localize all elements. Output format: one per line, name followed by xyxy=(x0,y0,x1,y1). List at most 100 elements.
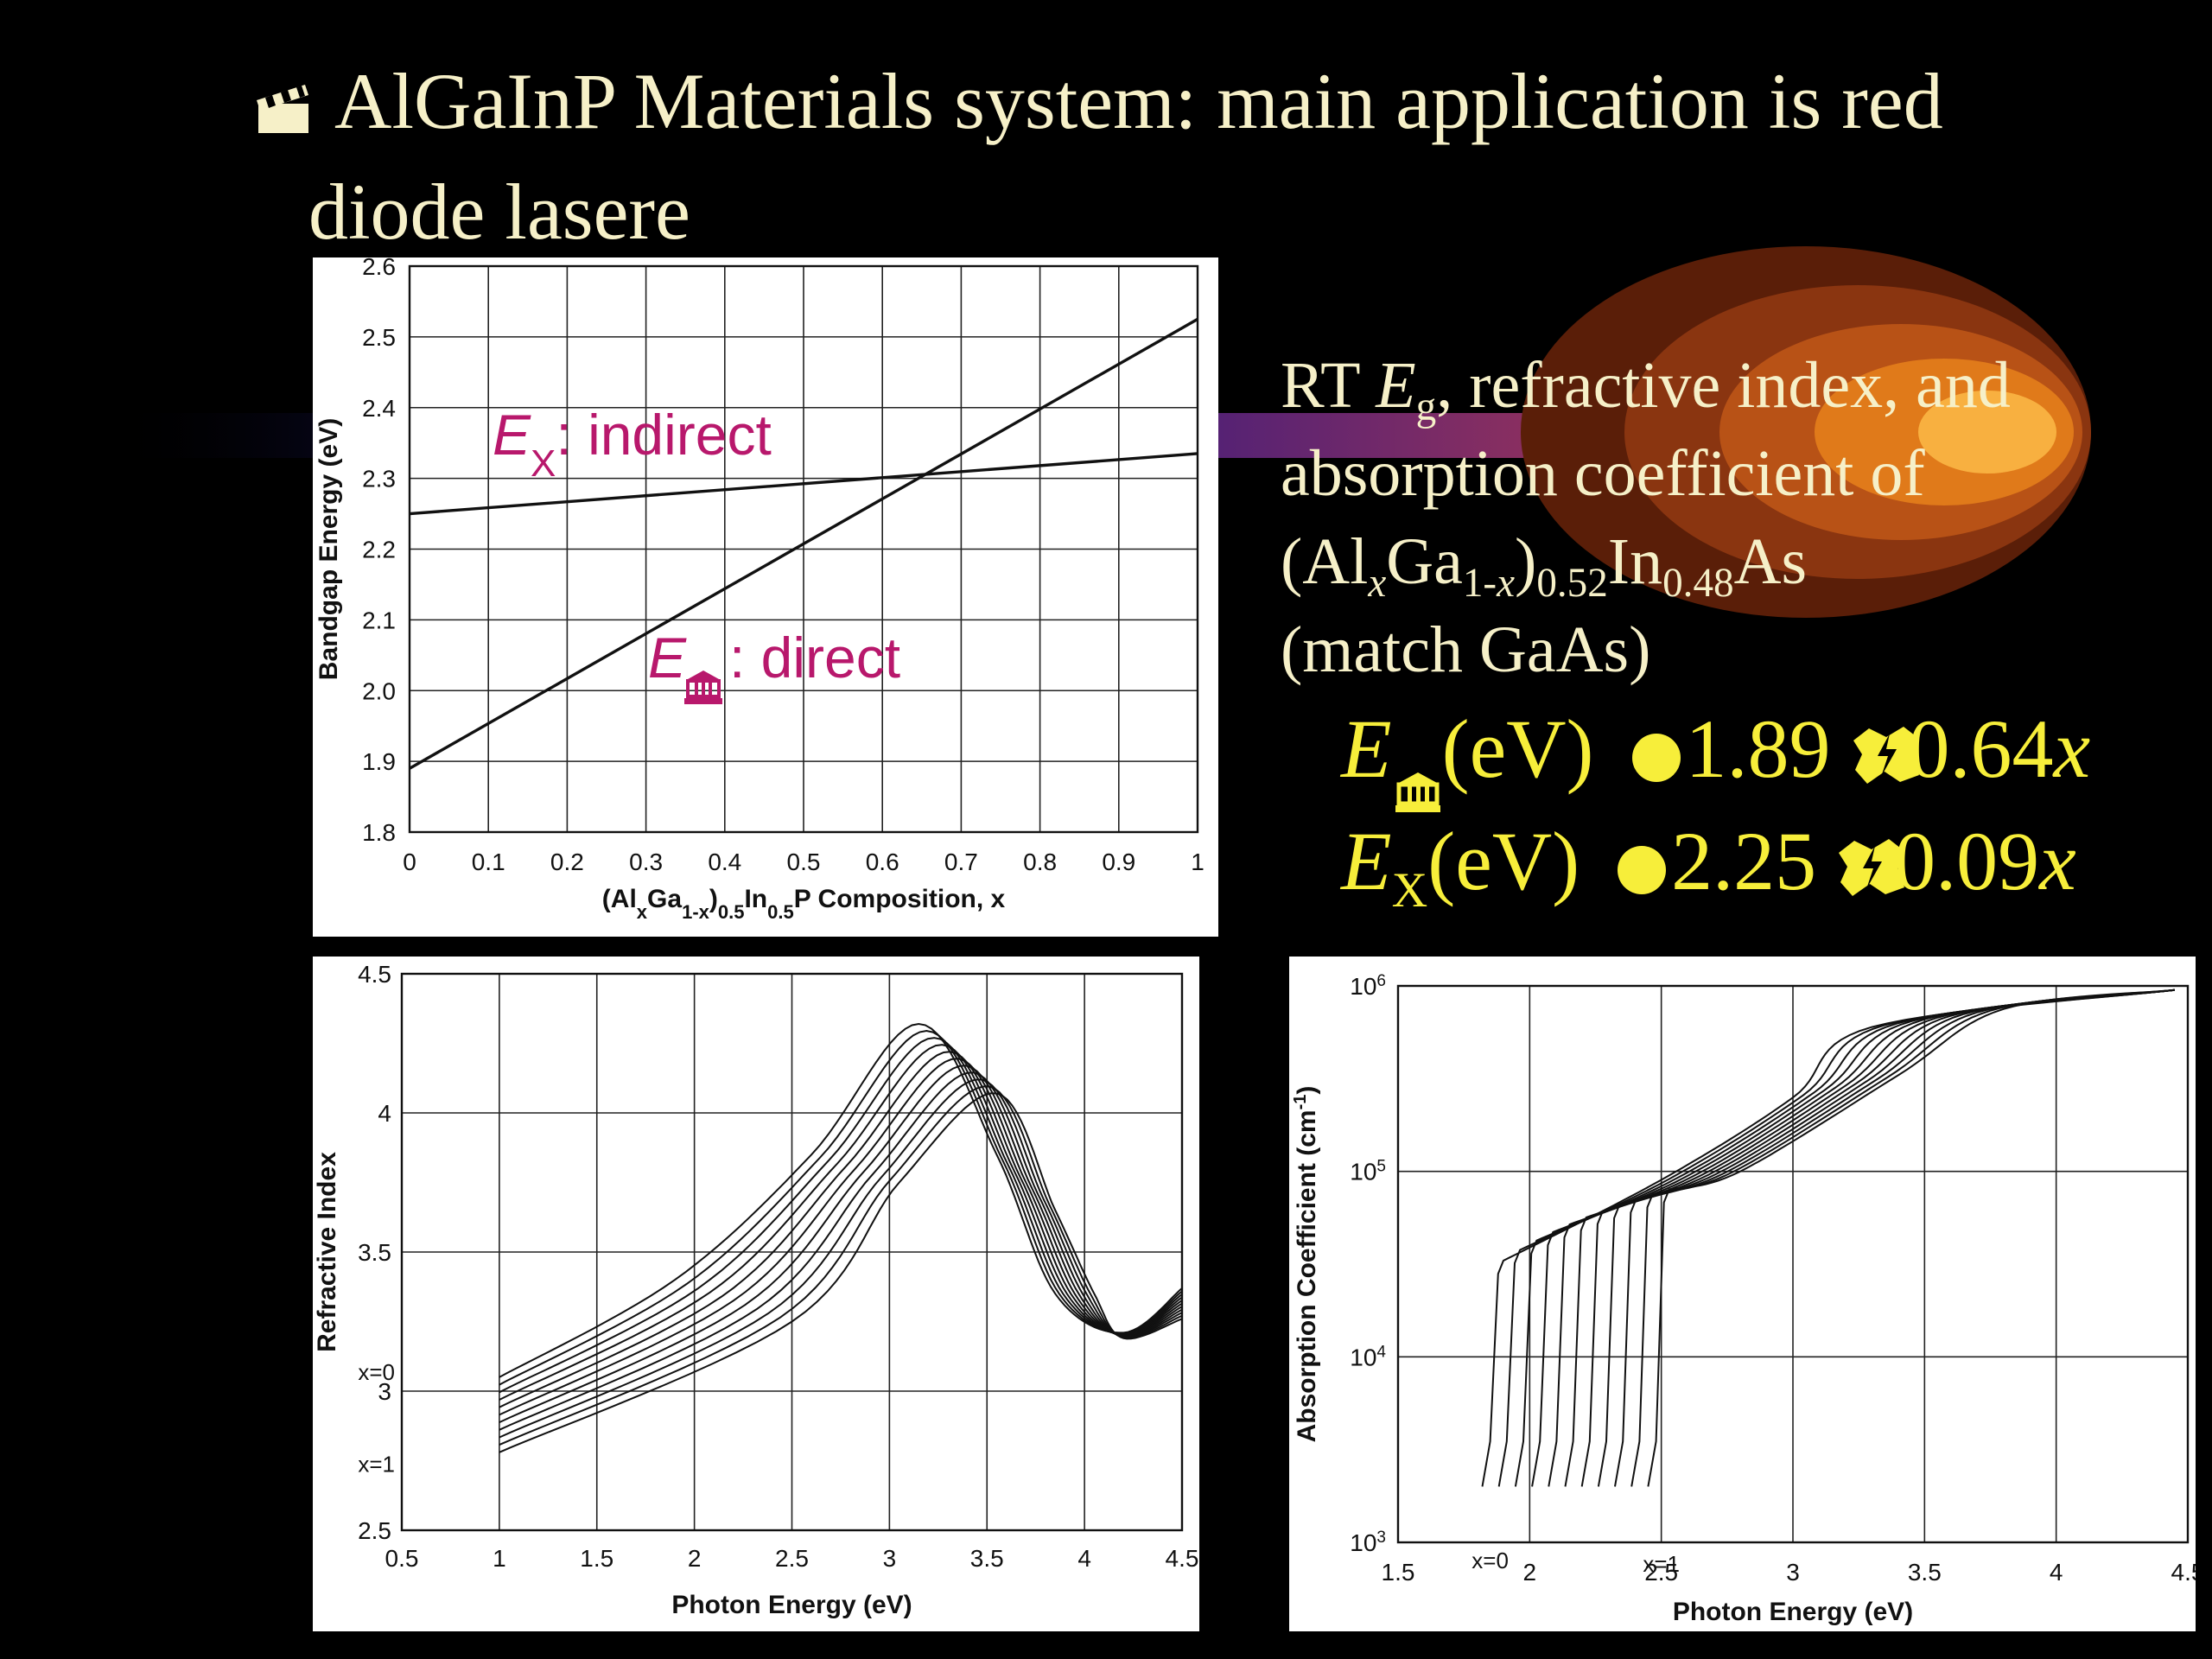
desc-rt: RT xyxy=(1281,349,1376,422)
y-axis-label: Absorption Coefficient (cm-1) xyxy=(1291,1086,1321,1443)
x-tick-label: 1.5 xyxy=(1382,1559,1415,1586)
absorption-curve xyxy=(1580,988,2175,1487)
absorption-curve xyxy=(1647,988,2175,1487)
x-tick-label: 2.5 xyxy=(775,1545,809,1572)
x-tick-label: 0.6 xyxy=(866,849,899,875)
y-tick-label: 2.0 xyxy=(362,677,396,704)
curve-label-top: x=0 xyxy=(358,1359,395,1385)
approx-dot-icon xyxy=(1618,845,1667,894)
y-tick-label: 2.1 xyxy=(362,607,396,633)
refractive-index-curve xyxy=(499,1029,1183,1386)
desc-paren: ) xyxy=(1515,525,1537,598)
eq2-e: E xyxy=(1341,815,1392,907)
y-tick-label: 105 xyxy=(1350,1157,1386,1185)
desc-x2-sub: x xyxy=(1497,561,1516,607)
plot-frame xyxy=(408,264,1199,834)
desc-x-sub: x xyxy=(1368,561,1387,607)
curve-label-right: x=1 xyxy=(1643,1551,1680,1577)
refractive-index-chart-panel: 0.5 1 1.5 2 2.5 3 3.5 4 4.5 2.5 3 3.5 4 4.5 x=0 x=1 Phot… xyxy=(313,957,1199,1631)
absorption-curve xyxy=(1597,988,2175,1487)
x-tick-label: 4.5 xyxy=(1166,1545,1199,1572)
clapperboard-icon xyxy=(255,59,312,161)
desc-in: In xyxy=(1607,525,1663,598)
x-tick-label: 1 xyxy=(493,1545,506,1572)
y-tick-label: 2.3 xyxy=(362,466,396,493)
x-tick-label: 4 xyxy=(2050,1559,2063,1586)
absorption-curve xyxy=(1630,988,2175,1487)
x-tick-label: 3.5 xyxy=(970,1545,1004,1572)
x-tick-label: 0.2 xyxy=(550,849,584,875)
desc-e: E xyxy=(1376,349,1416,422)
desc-g-sub: g xyxy=(1415,385,1437,430)
x-tick-label: 1 xyxy=(1191,849,1205,875)
x-tick-label: 1.5 xyxy=(580,1545,613,1572)
x-tick-label: 0.8 xyxy=(1023,849,1057,875)
slide-title: AlGaInP Materials system: main applicati… xyxy=(255,50,2156,263)
refractive-index-curve xyxy=(499,1044,1183,1401)
x-tick-label: 4.5 xyxy=(2171,1559,2196,1586)
description-text: RT Eg, refractive index, and absorption … xyxy=(1281,341,2188,694)
eq2-sub: X xyxy=(1391,863,1428,918)
y-tick-label: 3.5 xyxy=(358,1239,391,1266)
curve-label-left: x=0 xyxy=(1471,1548,1509,1573)
y-tick-label: 2.6 xyxy=(362,257,396,280)
y-tick-label: 1.9 xyxy=(362,748,396,775)
desc-052-sub: 0.52 xyxy=(1536,561,1608,607)
x-tick-label: 3 xyxy=(1786,1559,1800,1586)
eq1-c1: 0.64 xyxy=(1908,702,2054,795)
eq2-c0: 2.25 xyxy=(1671,815,1817,907)
plot-frame xyxy=(1396,984,2190,1544)
y-tick-label: 2.5 xyxy=(358,1517,391,1544)
equation-direct: E (eV) 1.89 0.64x xyxy=(1341,702,2090,834)
eq2-unit: (eV) xyxy=(1427,815,1580,907)
curve-label-bottom: x=1 xyxy=(358,1451,395,1477)
refractive-index-curve xyxy=(499,1092,1183,1453)
description-line-4: (match GaAs) xyxy=(1281,613,1651,686)
y-tick-label: 106 xyxy=(1350,972,1386,1001)
y-tick-label: 104 xyxy=(1350,1343,1386,1371)
eq2-x: x xyxy=(2039,815,2076,907)
y-tick-label: 1.8 xyxy=(362,819,396,846)
desc-as: As xyxy=(1733,525,1808,598)
x-tick-label: 4 xyxy=(1077,1545,1091,1572)
refractive-index-curve xyxy=(499,1071,1183,1431)
refractive-index-curve xyxy=(499,1037,1183,1394)
refractive-index-chart: 0.5 1 1.5 2 2.5 3 3.5 4 4.5 2.5 3 3.5 4 4.5 x=0 x=1 Phot… xyxy=(313,961,1199,1619)
garbled-glyph-icon xyxy=(1394,739,1442,834)
x-tick-label: 2 xyxy=(1523,1559,1537,1586)
y-tick-label: 2.2 xyxy=(362,537,396,563)
y-axis-label: Bandgap Energy (eV) xyxy=(315,418,343,680)
y-tick-label: 103 xyxy=(1350,1529,1386,1557)
eq1-c0: 1.89 xyxy=(1685,702,1831,795)
title-line-1: AlGaInP Materials system: main applicati… xyxy=(255,50,2156,161)
absorption-curve xyxy=(1497,988,2175,1487)
x-tick-label: 2.5 xyxy=(1644,1559,1678,1586)
garbled-plus-glyph-icon xyxy=(1837,823,1906,918)
direct-gap-line xyxy=(409,317,1198,770)
x-tick-label: 3.5 xyxy=(1908,1559,1942,1586)
absorption-curve xyxy=(1614,988,2175,1487)
y-tick-label: 3 xyxy=(378,1378,391,1405)
desc-al: (Al xyxy=(1281,525,1369,598)
desc-rest-1: , refractive index, and xyxy=(1436,349,2011,422)
eq1-unit: (eV) xyxy=(1441,702,1594,795)
x-tick-label: 0.1 xyxy=(472,849,505,875)
absorption-curve xyxy=(1514,988,2175,1487)
x-axis-label: Photon Energy (eV) xyxy=(671,1591,912,1619)
plot-frame xyxy=(400,972,1184,1532)
x-tick-label: 0.4 xyxy=(708,849,741,875)
garbled-plus-glyph-icon xyxy=(1852,710,1921,805)
direct-annotation-text: : direct xyxy=(729,626,900,690)
eq1-e: E xyxy=(1341,702,1392,795)
absorption-curve xyxy=(1531,988,2175,1487)
desc-ga: Ga xyxy=(1386,525,1463,598)
x-tick-label: 0.5 xyxy=(385,1545,419,1572)
garbled-glyph-icon xyxy=(684,671,722,704)
x-tick-label: 0.9 xyxy=(1102,849,1135,875)
x-tick-label: 0.3 xyxy=(629,849,663,875)
x-tick-label: 3 xyxy=(883,1545,897,1572)
absorption-curve xyxy=(1548,988,2175,1487)
description-line-1: RT Eg, refractive index, and xyxy=(1281,341,2188,429)
